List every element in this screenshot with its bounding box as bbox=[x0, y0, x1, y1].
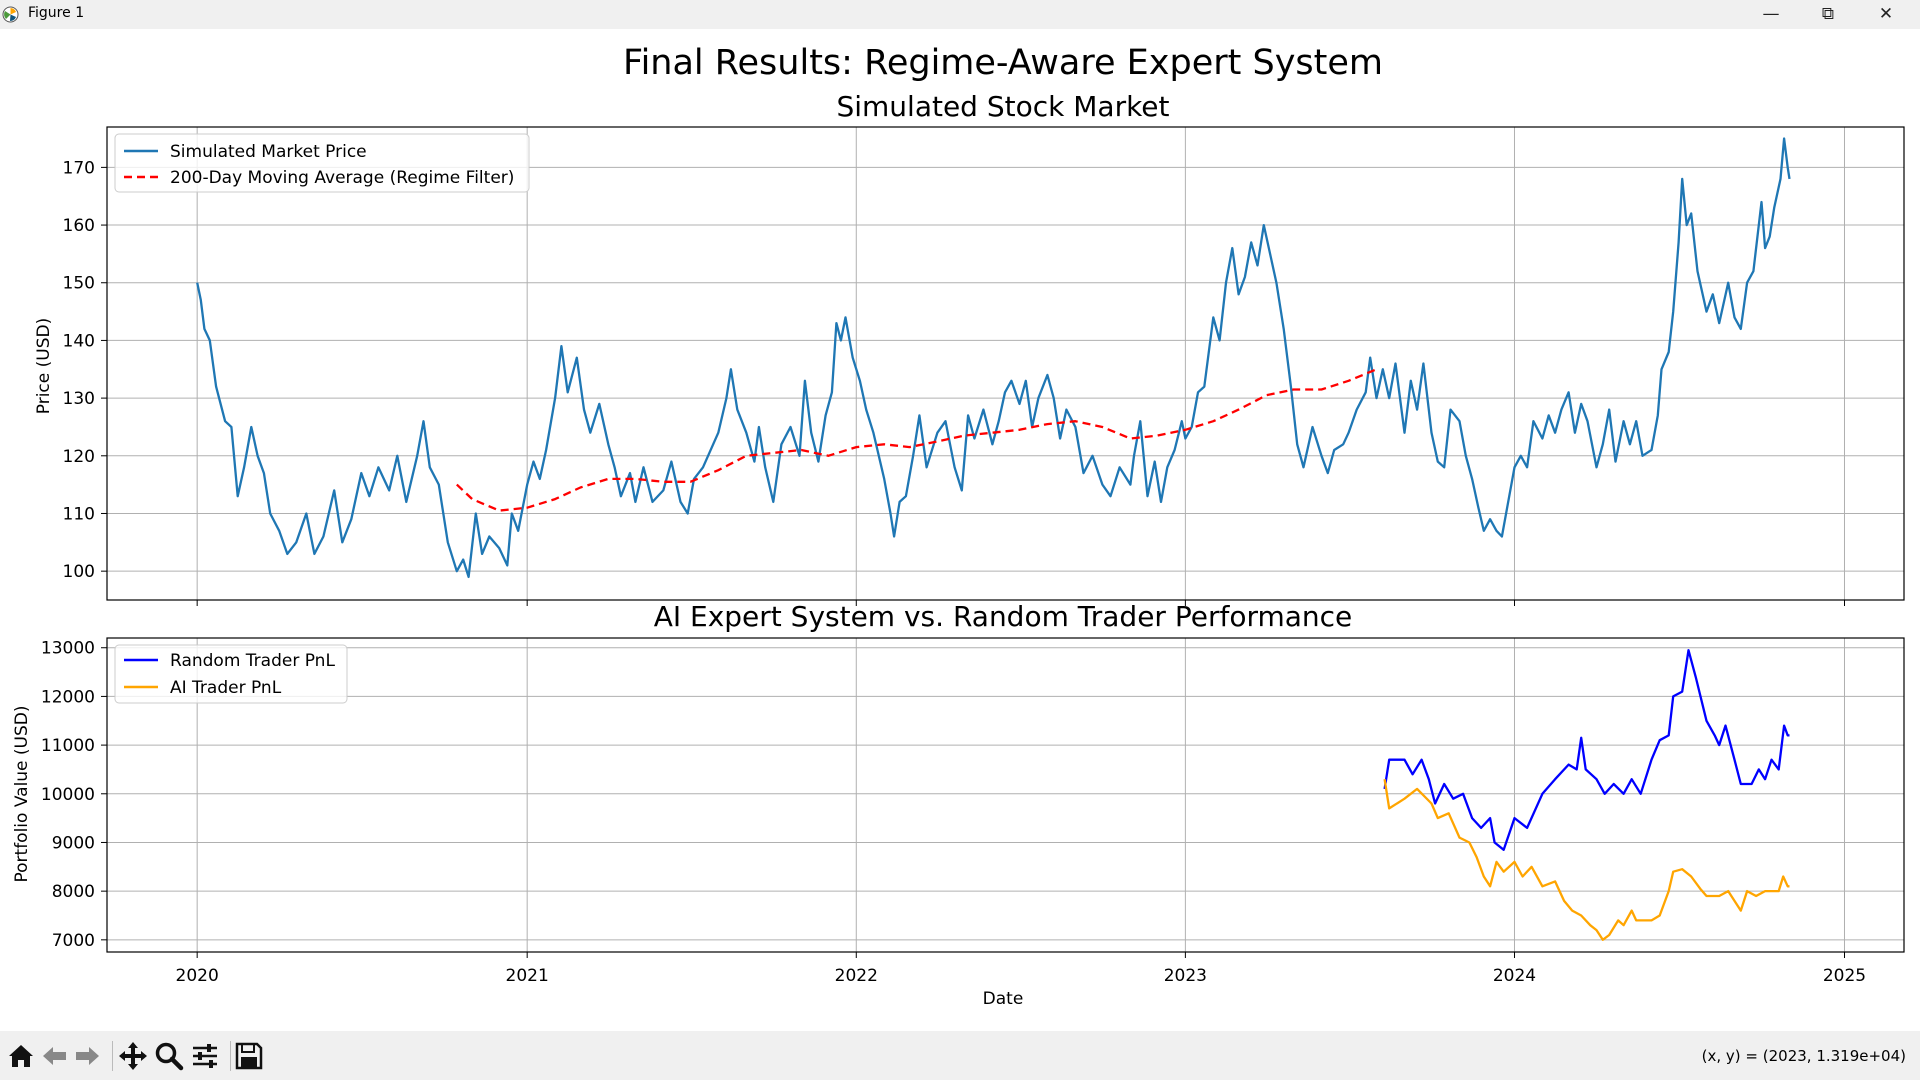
legend-label-ai-trader: AI Trader PnL bbox=[170, 678, 282, 698]
back-icon[interactable] bbox=[38, 1039, 72, 1073]
x-tick-label: 2021 bbox=[506, 966, 549, 986]
x-tick-label: 2022 bbox=[835, 966, 878, 986]
x-tick-label: 2023 bbox=[1164, 966, 1207, 986]
y-tick-label: 100 bbox=[63, 562, 95, 582]
toolbar-separator bbox=[112, 1041, 113, 1071]
forward-icon[interactable] bbox=[70, 1039, 104, 1073]
market-grid bbox=[107, 127, 1904, 600]
performance-subplot-title: AI Expert System vs. Random Trader Perfo… bbox=[654, 600, 1353, 633]
y-tick-label: 12000 bbox=[41, 687, 95, 707]
series-line-random-trader bbox=[1383, 649, 1790, 851]
y-tick-label: 13000 bbox=[41, 639, 95, 659]
series-line-ai-trader bbox=[1383, 779, 1790, 941]
performance-legend: Random Trader PnL AI Trader PnL bbox=[114, 644, 348, 704]
title-bar: Figure 1 — ⧉ ✕ bbox=[0, 0, 1920, 29]
market-y-axis-label: Price (USD) bbox=[34, 318, 54, 414]
save-icon[interactable] bbox=[232, 1039, 266, 1073]
pan-icon[interactable] bbox=[116, 1039, 150, 1073]
zoom-icon[interactable] bbox=[152, 1039, 186, 1073]
navigation-toolbar: (x, y) = (2023, 1.319e+04) bbox=[0, 1031, 1920, 1080]
performance-subplot: AI Expert System vs. Random Trader Perfo… bbox=[12, 600, 1905, 1009]
performance-legend-box bbox=[114, 644, 348, 704]
performance-plot-frame bbox=[106, 637, 1905, 953]
y-tick-label: 7000 bbox=[52, 931, 95, 951]
y-tick-label: 8000 bbox=[52, 882, 95, 902]
market-axis-ticks: 100 110 120 130 140 150 160 170 bbox=[63, 158, 1845, 606]
window-title: Figure 1 bbox=[28, 5, 85, 21]
close-button[interactable]: ✕ bbox=[1878, 4, 1894, 24]
y-tick-label: 110 bbox=[63, 504, 95, 524]
series-line-moving-average bbox=[456, 368, 1377, 512]
performance-axis-ticks: 2020 2021 2022 2023 2024 2025 7000 8000 9000 1000… bbox=[41, 639, 1866, 986]
legend-label-moving-average: 200-Day Moving Average (Regime Filter) bbox=[170, 168, 514, 188]
market-legend-box bbox=[114, 133, 530, 193]
y-tick-label: 140 bbox=[63, 331, 95, 351]
market-price-subplot: Simulated Stock Market 100 110 120 130 140 15… bbox=[34, 90, 1905, 606]
y-tick-label: 150 bbox=[63, 274, 95, 294]
x-tick-label: 2024 bbox=[1493, 966, 1536, 986]
x-tick-label: 2020 bbox=[176, 966, 219, 986]
matplotlib-app-icon bbox=[2, 6, 19, 23]
y-tick-label: 160 bbox=[63, 216, 95, 236]
x-tick-label: 2025 bbox=[1823, 966, 1866, 986]
toolbar-separator bbox=[230, 1041, 231, 1071]
y-tick-label: 120 bbox=[63, 447, 95, 467]
figure-suptitle: Final Results: Regime-Aware Expert Syste… bbox=[623, 43, 1383, 83]
market-subplot-title: Simulated Stock Market bbox=[836, 90, 1169, 123]
market-series bbox=[196, 137, 1791, 579]
y-tick-label: 11000 bbox=[41, 736, 95, 756]
y-tick-label: 9000 bbox=[52, 833, 95, 853]
series-line-market-price bbox=[196, 137, 1791, 579]
market-plot-frame bbox=[106, 126, 1905, 601]
y-tick-label: 130 bbox=[63, 389, 95, 409]
performance-series bbox=[1383, 649, 1790, 941]
cursor-coordinates: (x, y) = (2023, 1.319e+04) bbox=[1701, 1047, 1906, 1065]
performance-grid bbox=[107, 638, 1904, 952]
home-icon[interactable] bbox=[4, 1039, 38, 1073]
performance-y-axis-label: Portfolio Value (USD) bbox=[12, 705, 32, 882]
market-legend: Simulated Market Price 200-Day Moving Av… bbox=[114, 133, 530, 193]
legend-label-market-price: Simulated Market Price bbox=[170, 142, 367, 162]
y-tick-label: 170 bbox=[63, 158, 95, 178]
configure-subplots-icon[interactable] bbox=[188, 1039, 222, 1073]
x-axis-label: Date bbox=[983, 989, 1024, 1009]
figure-canvas[interactable]: Final Results: Regime-Aware Expert Syste… bbox=[0, 29, 1920, 1031]
minimize-button[interactable]: — bbox=[1762, 4, 1780, 24]
y-tick-label: 10000 bbox=[41, 785, 95, 805]
restore-button[interactable]: ⧉ bbox=[1821, 4, 1835, 24]
legend-label-random-trader: Random Trader PnL bbox=[170, 651, 335, 671]
